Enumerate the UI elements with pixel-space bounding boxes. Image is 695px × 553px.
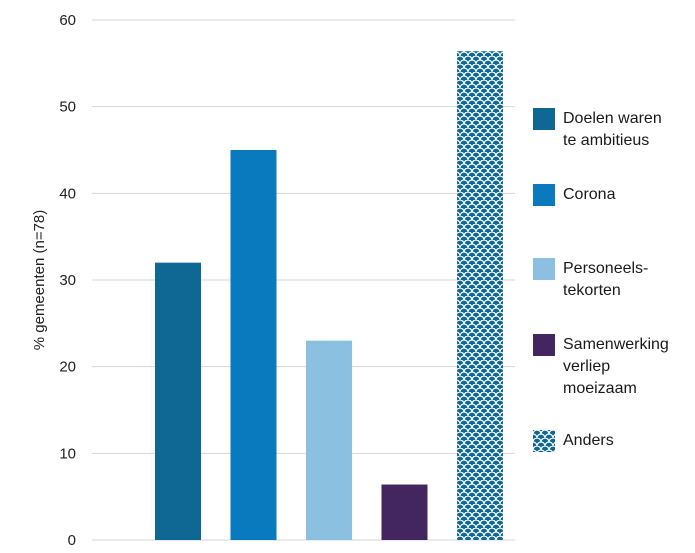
bars [155,51,503,540]
bar [457,51,503,540]
y-tick-label: 40 [59,185,76,202]
legend-label-samenwerking: Samenwerking verliep moeizaam [563,336,669,397]
legend-swatch-doelen [533,108,555,130]
legend-label-corona: Corona [563,186,616,203]
legend-label-anders: Anders [563,432,614,449]
y-tick-label: 30 [59,272,76,289]
legend-swatch-corona [533,184,555,206]
legend-item-doelen: Doelen waren te ambitieus [533,108,691,152]
legend-swatch-personeel [533,258,555,280]
y-tick-label: 50 [59,99,76,116]
y-tick-label: 0 [68,532,76,548]
y-tick-label: 20 [59,359,76,376]
legend-item-anders: Anders [533,430,691,452]
bar [230,150,277,540]
legend-swatch-samenwerking [533,334,555,356]
legend-swatch-anders [533,430,555,452]
legend-item-personeel: Personeels- tekorten [533,258,691,302]
legend-label-doelen: Doelen waren te ambitieus [563,110,662,149]
y-tick-labels: 0 10 20 30 40 50 60 [59,12,76,549]
y-tick-label: 10 [59,445,76,462]
bar [155,262,201,540]
bar [381,484,428,540]
legend-item-corona: Corona [533,184,691,206]
y-tick-label: 60 [59,12,76,29]
legend-label-personeel: Personeels- tekorten [563,260,649,299]
y-axis-label: % gemeenten (n=78) [31,210,48,351]
bar [306,340,352,540]
legend-item-samenwerking: Samenwerking verliep moeizaam [533,334,691,400]
